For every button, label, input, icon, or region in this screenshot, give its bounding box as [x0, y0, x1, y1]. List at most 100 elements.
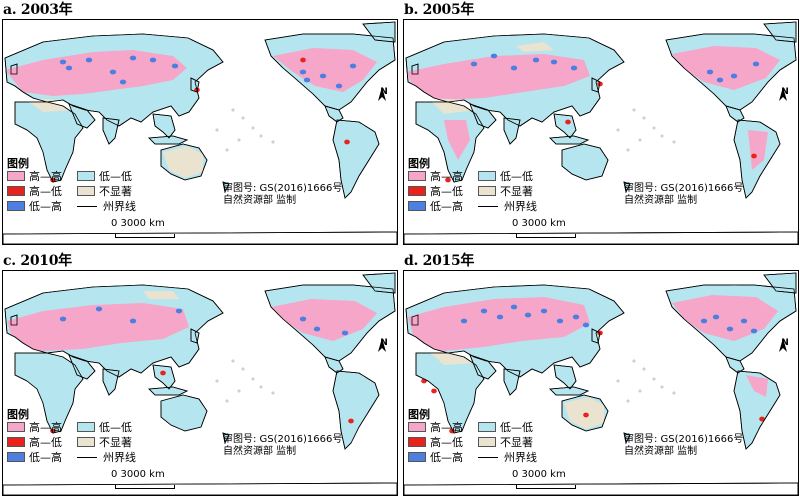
legend-item-low_high: 低—高: [408, 451, 463, 464]
island: [215, 379, 219, 383]
legend-item-not_significant: 不显著: [77, 185, 132, 198]
low-high-cluster: [341, 330, 349, 336]
island: [638, 138, 642, 142]
legend-label: 州界线: [103, 200, 136, 213]
low-high-cluster: [335, 83, 343, 89]
north-arrow: N: [377, 338, 391, 364]
low-high-cluster: [299, 69, 307, 75]
north-arrow-icon: [378, 338, 386, 352]
low-high-cluster: [726, 326, 734, 332]
legend-item-low_low: 低—低: [478, 421, 533, 434]
low-high-cluster: [109, 69, 117, 75]
legend-item-not_significant: 不显著: [478, 436, 533, 449]
legend-swatch-not_significant: [77, 437, 95, 447]
low-high-cluster: [149, 57, 157, 63]
legend-item-high_low: 高—低: [7, 185, 62, 198]
legend-label: 高—高: [29, 421, 62, 434]
boundary-line-swatch: [77, 456, 97, 458]
legend-swatch-not_significant: [478, 186, 496, 196]
high-low-cluster: [431, 388, 437, 394]
legend-label: 低—低: [99, 421, 132, 434]
scale-bar-line: [516, 485, 576, 489]
legend-item-high_high: 高—高: [408, 170, 463, 183]
scale-label: 0 3000 km: [111, 218, 165, 229]
high-low-cluster: [445, 177, 451, 183]
high-low-cluster: [348, 418, 354, 424]
legend-swatch-low_low: [77, 422, 95, 432]
legend-label: 高—低: [29, 185, 62, 198]
legend-item-boundary: 州界线: [77, 451, 136, 464]
legend: 图例 高—高 低—低 高—低 不显著 低—高 州界线: [408, 155, 638, 225]
map-frame: N 图例 高—高 低—低 高—低 不显著 低—高 州界线 审图号: GS(2016)1666号自…: [403, 270, 799, 496]
north-arrow: N: [778, 338, 792, 364]
approval-number: 审图号: GS(2016)1666号: [223, 434, 343, 445]
legend-item-boundary: 州界线: [478, 200, 537, 213]
scale-bar-line: [516, 234, 576, 238]
legend-item-high_low: 高—低: [408, 436, 463, 449]
island: [632, 108, 636, 112]
island: [632, 359, 636, 363]
north-arrow: N: [778, 87, 792, 113]
north-label: N: [380, 87, 388, 97]
map-frame: N 图例 高—高 低—低 高—低 不显著 低—高 州界线 审图号: GS(2016)1666号自…: [2, 19, 398, 245]
legend-label: 不显著: [99, 185, 132, 198]
legend-swatch-low_low: [77, 171, 95, 181]
north-arrow-icon: [779, 87, 787, 101]
legend-label: 高—低: [430, 185, 463, 198]
island: [616, 379, 620, 383]
legend-label: 州界线: [504, 200, 537, 213]
approval-number: 审图号: GS(2016)1666号: [624, 434, 744, 445]
legend-item-not_significant: 不显著: [478, 185, 533, 198]
low-high-cluster: [740, 318, 748, 324]
panel-title: a. 2003年: [3, 2, 73, 18]
legend-item-not_significant: 不显著: [77, 436, 132, 449]
high-high-region: [672, 46, 780, 90]
legend-swatch-low_low: [478, 422, 496, 432]
high-high-region: [746, 375, 768, 397]
map-panel-2003: a. 2003年 N 图例 高—高 低—低 高—低 不显著 低—高 州界线 审图号: GS(201…: [0, 0, 398, 251]
map-panel-2010: c. 2010年 N 图例 高—高 低—低 高—低 不显著 低—高 州界线 审图号: GS(201…: [0, 251, 398, 502]
island: [225, 148, 229, 152]
low-high-cluster: [119, 79, 127, 85]
legend-label: 高—高: [430, 170, 463, 183]
island: [215, 128, 219, 132]
scale-bar-line: [115, 234, 175, 238]
high-high-region: [444, 120, 470, 160]
legend-label: 低—高: [430, 451, 463, 464]
approval-number: 审图号: GS(2016)1666号: [223, 183, 343, 194]
low-high-cluster: [65, 65, 73, 71]
legend: 图例 高—高 低—低 高—低 不显著 低—高 州界线: [7, 155, 237, 225]
high-high-region: [273, 48, 377, 92]
island: [626, 148, 630, 152]
legend-swatch-low_high: [7, 201, 25, 211]
legend-label: 低—高: [430, 200, 463, 213]
low-high-cluster: [319, 73, 327, 79]
low-high-cluster: [303, 77, 311, 83]
not-significant-region: [163, 146, 203, 178]
island: [660, 385, 664, 389]
legend-item-high_high: 高—高: [408, 421, 463, 434]
approval-supervisor: 自然资源部 监制: [223, 195, 297, 206]
legend-swatch-low_high: [408, 201, 426, 211]
legend-item-boundary: 州界线: [478, 451, 537, 464]
low-high-cluster: [95, 306, 103, 312]
map-approval-note: 审图号: GS(2016)1666号 自然资源部 监制: [223, 434, 342, 458]
legend-item-low_low: 低—低: [77, 421, 132, 434]
island: [251, 377, 255, 381]
low-high-cluster: [524, 312, 532, 318]
high-low-cluster: [344, 139, 350, 145]
high-low-cluster: [759, 416, 765, 422]
north-label: N: [781, 87, 789, 97]
island: [251, 126, 255, 130]
boundary-line-swatch: [77, 205, 97, 207]
panel-title: d. 2015年: [404, 253, 475, 269]
legend-item-low_high: 低—高: [408, 200, 463, 213]
legend-swatch-high_high: [408, 171, 426, 181]
world-map: [3, 272, 397, 495]
high-high-region: [406, 54, 590, 100]
high-low-cluster: [583, 412, 589, 418]
legend-label: 州界线: [504, 451, 537, 464]
scale-bar: 0 3000 km: [512, 218, 582, 238]
low-high-cluster: [59, 59, 67, 65]
low-high-cluster: [129, 318, 137, 324]
